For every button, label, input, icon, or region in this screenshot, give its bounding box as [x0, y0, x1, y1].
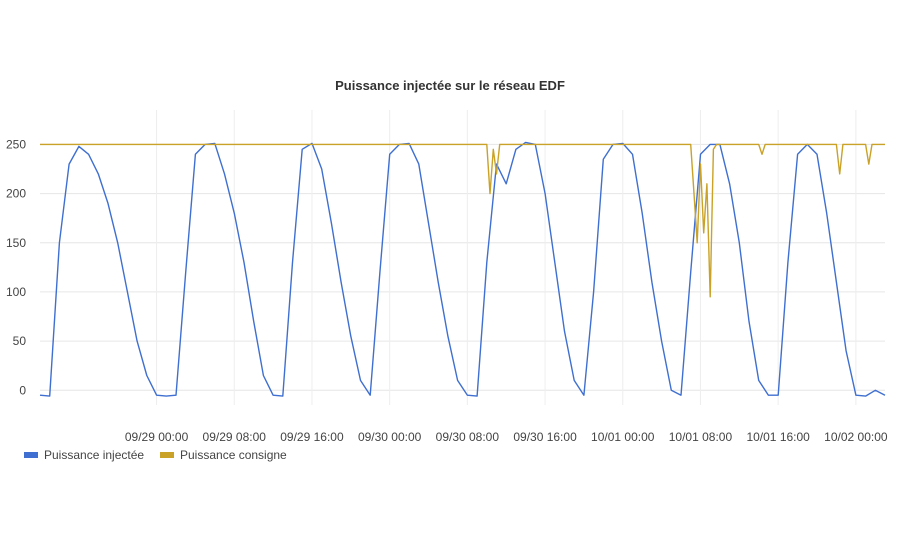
x-tick-label: 09/30 08:00 [436, 430, 500, 444]
y-tick-label: 50 [13, 334, 27, 348]
grid [40, 110, 885, 405]
x-tick-label: 09/30 00:00 [358, 430, 422, 444]
y-tick-label: 100 [6, 285, 26, 299]
legend-label: Puissance consigne [180, 448, 287, 462]
y-axis: 0 50 100 150 200 250 [6, 137, 26, 397]
legend-label: Puissance injectée [44, 448, 144, 462]
series-line-puissance-consigne [40, 143, 885, 298]
y-tick-label: 250 [6, 137, 26, 151]
legend-item[interactable]: Puissance injectée [24, 448, 144, 462]
x-tick-label: 09/30 16:00 [513, 430, 577, 444]
y-tick-label: 150 [6, 236, 26, 250]
legend-swatch [160, 452, 174, 458]
x-tick-label: 10/01 00:00 [591, 430, 655, 444]
chart-title: Puissance injectée sur le réseau EDF [335, 78, 565, 93]
legend[interactable]: Puissance injectée Puissance consigne [24, 448, 287, 462]
y-tick-label: 200 [6, 187, 26, 201]
series-lines [39, 141, 886, 397]
x-tick-label: 10/02 00:00 [824, 430, 888, 444]
x-tick-label: 09/29 16:00 [280, 430, 344, 444]
x-tick-label: 10/01 16:00 [746, 430, 810, 444]
x-tick-label: 09/29 00:00 [125, 430, 189, 444]
y-tick-label: 0 [19, 383, 26, 397]
series-line-puissance-injectee [39, 141, 886, 397]
legend-item[interactable]: Puissance consigne [160, 448, 287, 462]
x-tick-label: 10/01 08:00 [669, 430, 733, 444]
x-axis: 09/29 00:00 09/29 08:00 09/29 16:00 09/30 0… [125, 430, 888, 444]
legend-swatch [24, 452, 38, 458]
x-tick-label: 09/29 08:00 [203, 430, 267, 444]
